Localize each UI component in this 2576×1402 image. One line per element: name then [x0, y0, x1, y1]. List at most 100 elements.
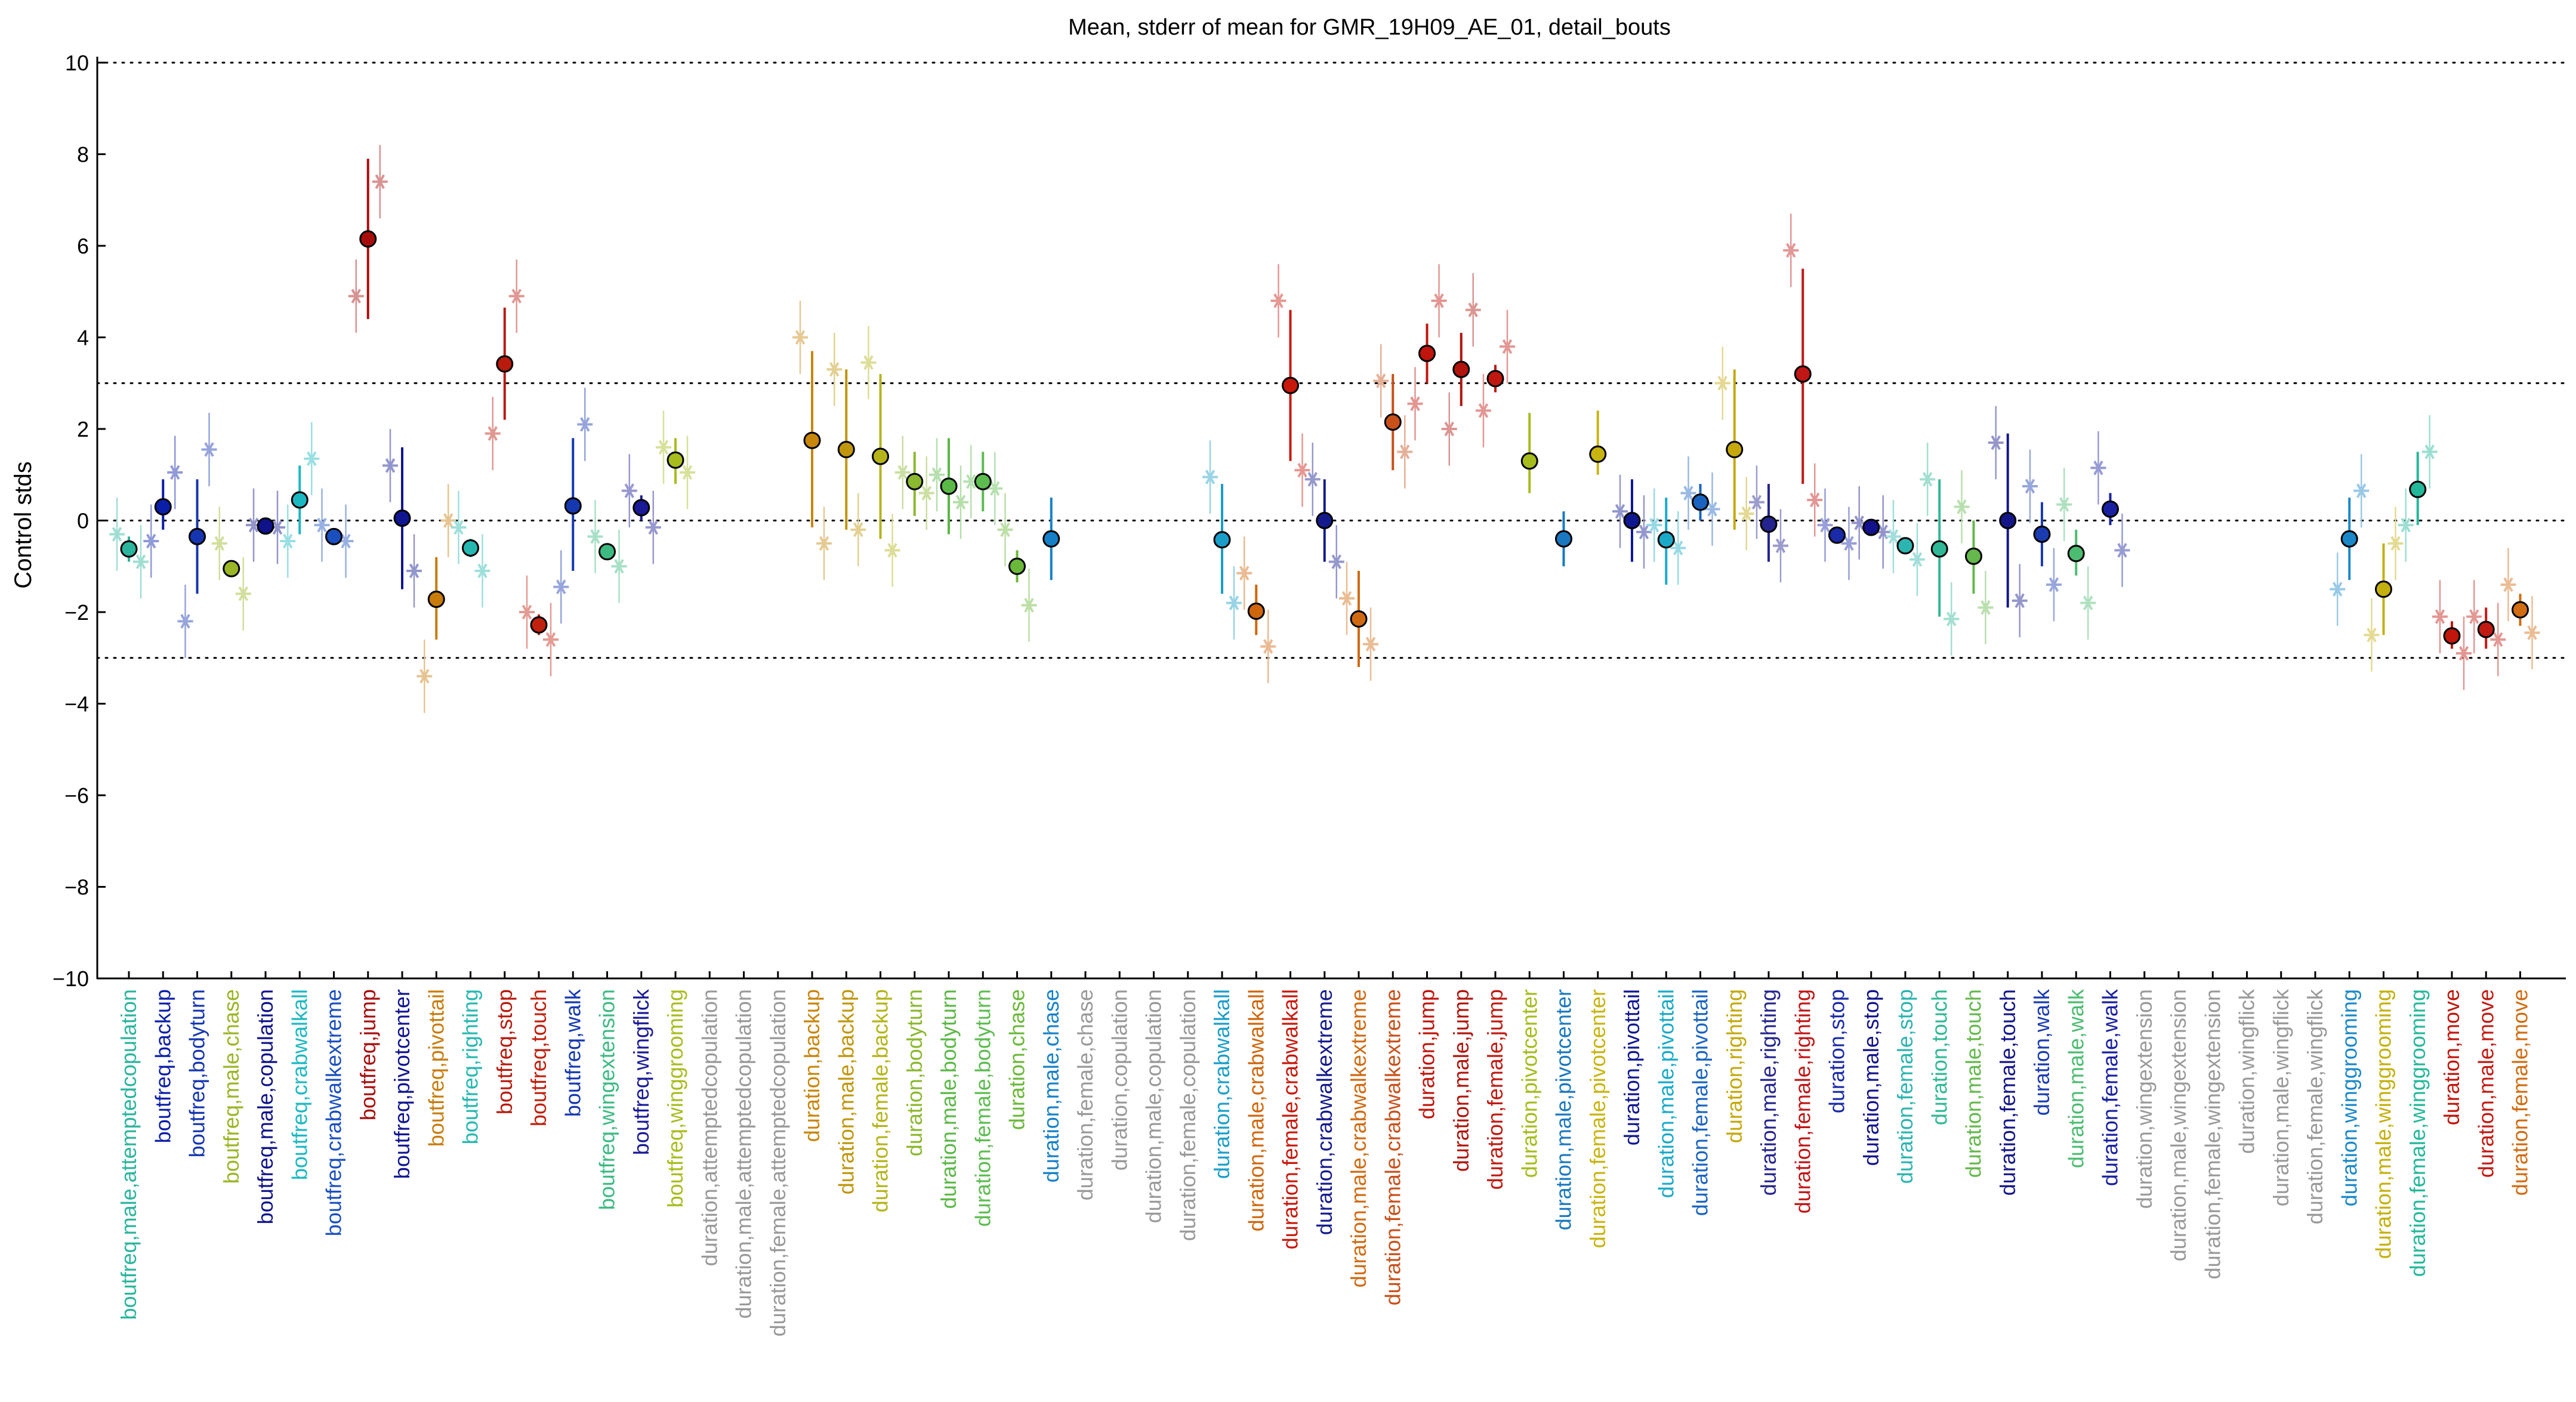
- line-value-star: [1773, 538, 1788, 553]
- mean-point: [1282, 376, 1299, 394]
- line-value-star: [1749, 495, 1764, 510]
- line-value-star: [211, 536, 227, 551]
- mean-point: [1042, 530, 1060, 548]
- line-value-star: [850, 522, 866, 538]
- mean-point: [223, 560, 240, 578]
- x-tick-label: duration,female,pivottail: [1688, 989, 1713, 1216]
- mean-point: [1520, 452, 1538, 470]
- line-value-star: [372, 174, 388, 189]
- mean-point: [1316, 512, 1334, 529]
- line-value-star: [1886, 529, 1901, 544]
- line-value-star: [1988, 435, 2004, 450]
- mean-point: [359, 230, 377, 248]
- x-tick-label: duration,female,backup: [868, 989, 893, 1212]
- x-tick-label: boutfreq,wingflick: [629, 989, 653, 1155]
- x-tick-label: duration,male,righting: [1756, 989, 1781, 1196]
- x-tick-label: duration,female,wingextension: [2200, 989, 2225, 1279]
- mean-point: [530, 616, 548, 634]
- x-tick-label: duration,pivottail: [1619, 989, 1644, 1145]
- line-value-star: [929, 467, 945, 483]
- mean-point: [1486, 370, 1504, 388]
- x-tick-label: duration,female,attemptedcopulation: [766, 989, 790, 1336]
- x-tick-label: boutfreq,backup: [150, 989, 175, 1143]
- x-tick-label: duration,female,pivotcenter: [1585, 989, 1610, 1248]
- x-tick-label: boutfreq,crabwalkall: [287, 989, 311, 1180]
- x-tick-label: duration,female,touch: [1995, 989, 2020, 1196]
- line-value-star: [1704, 502, 1720, 517]
- mean-point: [1965, 547, 1982, 565]
- line-value-star: [1670, 541, 1686, 555]
- x-tick-label: boutfreq,pivotcenter: [390, 989, 414, 1179]
- x-tick-label: duration,female,wingflick: [2303, 989, 2327, 1224]
- x-tick-label: duration,male,crabwalkextreme: [1346, 989, 1371, 1287]
- x-tick-label: duration,female,move: [2508, 989, 2532, 1196]
- line-value-star: [543, 632, 559, 647]
- mean-point: [1384, 413, 1402, 431]
- x-tick-label: duration,male,pivottail: [1653, 989, 1678, 1198]
- x-tick-label: boutfreq,stop: [492, 989, 517, 1114]
- x-tick-label: duration,male,bodyturn: [936, 989, 961, 1209]
- x-tick-label: duration,wingextension: [2132, 989, 2157, 1209]
- y-tick-label: −6: [64, 783, 89, 808]
- x-tick-label: duration,female,stop: [1893, 989, 1917, 1184]
- mean-point: [1726, 441, 1744, 459]
- line-value-star: [1407, 396, 1423, 412]
- mean-point: [1247, 602, 1265, 620]
- x-tick-label: duration,bodyturn: [902, 989, 927, 1156]
- y-tick-label: 8: [77, 143, 89, 167]
- line-value-star: [987, 481, 1003, 496]
- line-value-star: [2398, 517, 2414, 533]
- line-value-star: [860, 355, 877, 370]
- x-tick-label: duration,male,attemptedcopulation: [732, 989, 756, 1318]
- line-value-star: [1339, 591, 1355, 606]
- mean-point: [2067, 545, 2085, 563]
- y-tick-label: 10: [65, 51, 89, 75]
- line-value-star: [406, 563, 422, 579]
- line-value-star: [1500, 339, 1515, 354]
- plot-area: −10 −8 −6 −4 −2 0 2 4 6 8 10 boutfreq,male,attempte…: [53, 51, 2567, 1336]
- line-value-star: [2012, 593, 2028, 609]
- mean-point: [2512, 601, 2529, 619]
- mean-point: [1623, 512, 1641, 529]
- y-tick-label: 4: [77, 326, 89, 350]
- line-value-star: [1202, 470, 1218, 484]
- x-tick-label: duration,male,move: [2473, 989, 2498, 1178]
- line-value-star: [109, 527, 125, 542]
- x-tick-label: duration,male,winggrooming: [2371, 989, 2396, 1259]
- x-tick-label: duration,male,walk: [2063, 989, 2088, 1168]
- mean-point: [667, 451, 684, 469]
- mean-point: [1692, 493, 1709, 511]
- mean-point: [291, 491, 308, 509]
- x-tick-label: duration,wingflick: [2235, 989, 2259, 1154]
- x-tick-label: duration,female,copulation: [1176, 989, 1200, 1241]
- line-value-star: [235, 586, 251, 601]
- chart-title: Mean, stderr of mean for GMR_19H09_AE_01…: [1068, 15, 1671, 40]
- line-value-star: [918, 486, 934, 501]
- line-value-star: [1807, 492, 1823, 508]
- line-value-star: [1920, 472, 1936, 487]
- line-value-star: [1680, 486, 1696, 501]
- y-tick-label: −10: [53, 966, 89, 991]
- line-value-star: [1714, 375, 1730, 391]
- x-tick-label: boutfreq,male,copulation: [253, 989, 277, 1224]
- x-tick-label: duration,pivotcenter: [1517, 989, 1541, 1178]
- x-tick-label: boutfreq,pivottail: [424, 989, 448, 1147]
- mean-point: [257, 517, 274, 535]
- mean-point: [1930, 540, 1948, 558]
- line-value-star: [2432, 609, 2448, 624]
- line-value-star: [2466, 609, 2482, 624]
- x-tick-label: duration,male,stop: [1859, 989, 1883, 1166]
- x-tick-label: duration,male,wingextension: [2166, 989, 2191, 1261]
- line-value-star: [2080, 595, 2096, 610]
- line-value-star: [645, 520, 661, 535]
- mean-point: [154, 498, 172, 515]
- mean-point: [1452, 360, 1470, 378]
- mean-point: [1008, 557, 1026, 575]
- mean-point: [2443, 627, 2461, 645]
- mean-point: [1555, 530, 1572, 548]
- line-value-star: [2330, 582, 2346, 597]
- line-value-star: [826, 362, 843, 377]
- line-value-star: [417, 669, 433, 684]
- line-value-star: [553, 579, 569, 595]
- x-tick-label: boutfreq,male,attemptedcopulation: [116, 989, 141, 1320]
